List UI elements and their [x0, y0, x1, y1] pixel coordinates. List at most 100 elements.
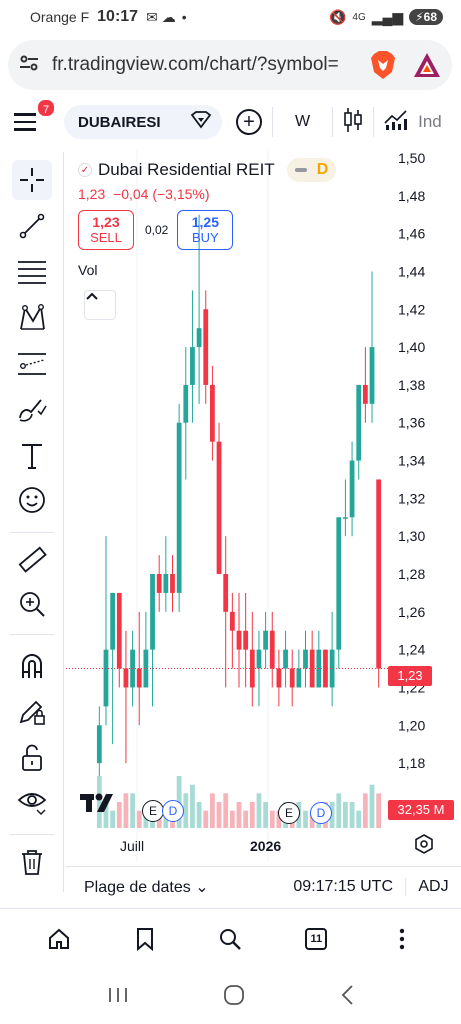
pattern-tool[interactable] [12, 298, 52, 338]
search-button[interactable] [210, 919, 250, 959]
candle-body [369, 347, 375, 404]
dividend-marker[interactable]: D [162, 800, 184, 822]
candlestick-chart[interactable]: 1,50 1,48 1,46 1,44 1,42 1,40 1,38 1,36 1,34 1,32… [66, 150, 461, 862]
candle-body [263, 630, 268, 650]
cloud-icon: ☁ [161, 8, 176, 25]
compare-symbol-button[interactable]: + [236, 109, 262, 135]
volume-bar [190, 784, 195, 828]
date-range-button[interactable]: Plage de dates ⌄ [84, 878, 209, 896]
home-circle-icon [224, 984, 245, 1005]
hide-drawings-tool[interactable] [12, 782, 52, 822]
candle-body [289, 668, 295, 688]
search-icon [220, 928, 242, 950]
data-status-pill[interactable]: D [286, 158, 337, 182]
chart-legend[interactable]: ✓ Dubai Residential REIT D [78, 158, 337, 182]
timeframe-button[interactable]: W [295, 113, 311, 130]
lock-drawing-tool[interactable] [12, 692, 52, 732]
clock-timezone[interactable]: 09:17:15 UTC [293, 877, 393, 895]
candle-body [276, 668, 282, 688]
lock-all-tool[interactable] [12, 738, 52, 778]
alert-icon[interactable] [190, 111, 212, 133]
country-flag-icon: ✓ [78, 163, 92, 177]
buy-button[interactable]: 1,25 BUY [177, 210, 234, 250]
symbol-search-button[interactable]: DUBAIRESI [64, 105, 222, 139]
candle-body [243, 630, 249, 650]
recent-apps-icon [109, 987, 128, 1002]
address-bar[interactable]: fr.tradingview.com/chart/?symbol= [8, 40, 452, 90]
bookmarks-button[interactable] [125, 919, 165, 959]
pattern-icon [20, 304, 45, 330]
adjustment-toggle[interactable]: ADJ [405, 877, 461, 896]
y-tick-label: 1,42 [398, 301, 425, 317]
measure-tool[interactable] [12, 540, 52, 580]
candle-body [110, 592, 116, 650]
y-tick-label: 1,50 [398, 150, 425, 166]
smiley-icon [19, 487, 45, 513]
y-tick-label: 1,40 [398, 339, 425, 355]
indicators-icon[interactable] [384, 109, 410, 136]
volume-bar [136, 810, 142, 828]
bookmark-icon [136, 927, 153, 951]
magnet-tool[interactable] [12, 646, 52, 686]
brush-tool[interactable] [12, 390, 52, 430]
forecast-tool[interactable] [12, 344, 52, 384]
zoom-tool[interactable] [12, 584, 52, 624]
candle-body [203, 309, 209, 385]
y-tick-label: 1,48 [398, 188, 425, 204]
candle-body [283, 649, 288, 669]
earnings-marker[interactable]: E [278, 802, 300, 824]
menu-button[interactable]: 7 [14, 98, 56, 142]
brave-shield-icon[interactable] [368, 50, 398, 80]
fib-tool[interactable] [12, 252, 52, 292]
tabs-button[interactable]: 11 [296, 919, 336, 959]
url-text[interactable]: fr.tradingview.com/chart/?symbol= [52, 54, 339, 75]
more-menu-button[interactable] [382, 919, 422, 959]
chart-settings-button[interactable] [414, 834, 434, 854]
drawing-toolbar [0, 152, 64, 892]
emoji-tool[interactable] [12, 480, 52, 520]
site-settings-icon[interactable] [18, 52, 40, 79]
candle-body [156, 574, 162, 593]
volume-bar [336, 793, 342, 828]
volume-bar [203, 810, 209, 828]
candle-body [349, 460, 355, 518]
chart-pane[interactable]: 1,50 1,48 1,46 1,44 1,42 1,40 1,38 1,36 1,34 1,32… [66, 150, 461, 862]
y-tick-label: 1,20 [398, 717, 425, 733]
volume-legend[interactable]: Vol [78, 262, 98, 278]
volume-bar [210, 793, 215, 828]
zoom-in-icon [20, 592, 45, 617]
brush-icon [19, 399, 47, 422]
collapse-legend-button[interactable] [84, 290, 116, 320]
candle-body [269, 630, 275, 669]
trend-line-icon [19, 213, 45, 239]
indicators-label[interactable]: Ind [418, 112, 442, 131]
plus-icon: + [243, 111, 255, 133]
trend-line-tool[interactable] [12, 206, 52, 246]
y-tick-label: 1,30 [398, 528, 425, 544]
delete-tool[interactable] [12, 842, 52, 882]
recent-apps-button[interactable] [107, 986, 129, 1009]
volume-bar [249, 802, 255, 828]
volume-bar [256, 793, 262, 828]
signal-icon: ▂▄▆ [371, 8, 404, 25]
chart-type-candles-icon[interactable] [343, 107, 363, 138]
symbol-label: DUBAIRESI [78, 113, 161, 131]
home-button[interactable] [39, 919, 79, 959]
carrier-label: Orange F [30, 9, 90, 25]
earnings-marker[interactable]: E [142, 800, 164, 822]
last-price: 1,23 [78, 186, 106, 202]
eye-icon [17, 793, 47, 815]
text-icon [22, 444, 42, 469]
volume-bar [236, 802, 242, 828]
text-tool[interactable] [12, 436, 52, 476]
brave-rewards-icon[interactable] [412, 50, 442, 80]
dividend-marker[interactable]: D [310, 802, 332, 824]
candle-body [336, 517, 342, 650]
back-button[interactable] [340, 984, 354, 1011]
volume-bar [269, 810, 275, 828]
volume-bar [216, 802, 222, 828]
crosshair-tool[interactable] [12, 160, 52, 200]
sell-button[interactable]: 1,23 SELL [78, 210, 134, 250]
home-system-button[interactable] [223, 984, 245, 1011]
y-tick-label: 1,34 [398, 453, 425, 469]
